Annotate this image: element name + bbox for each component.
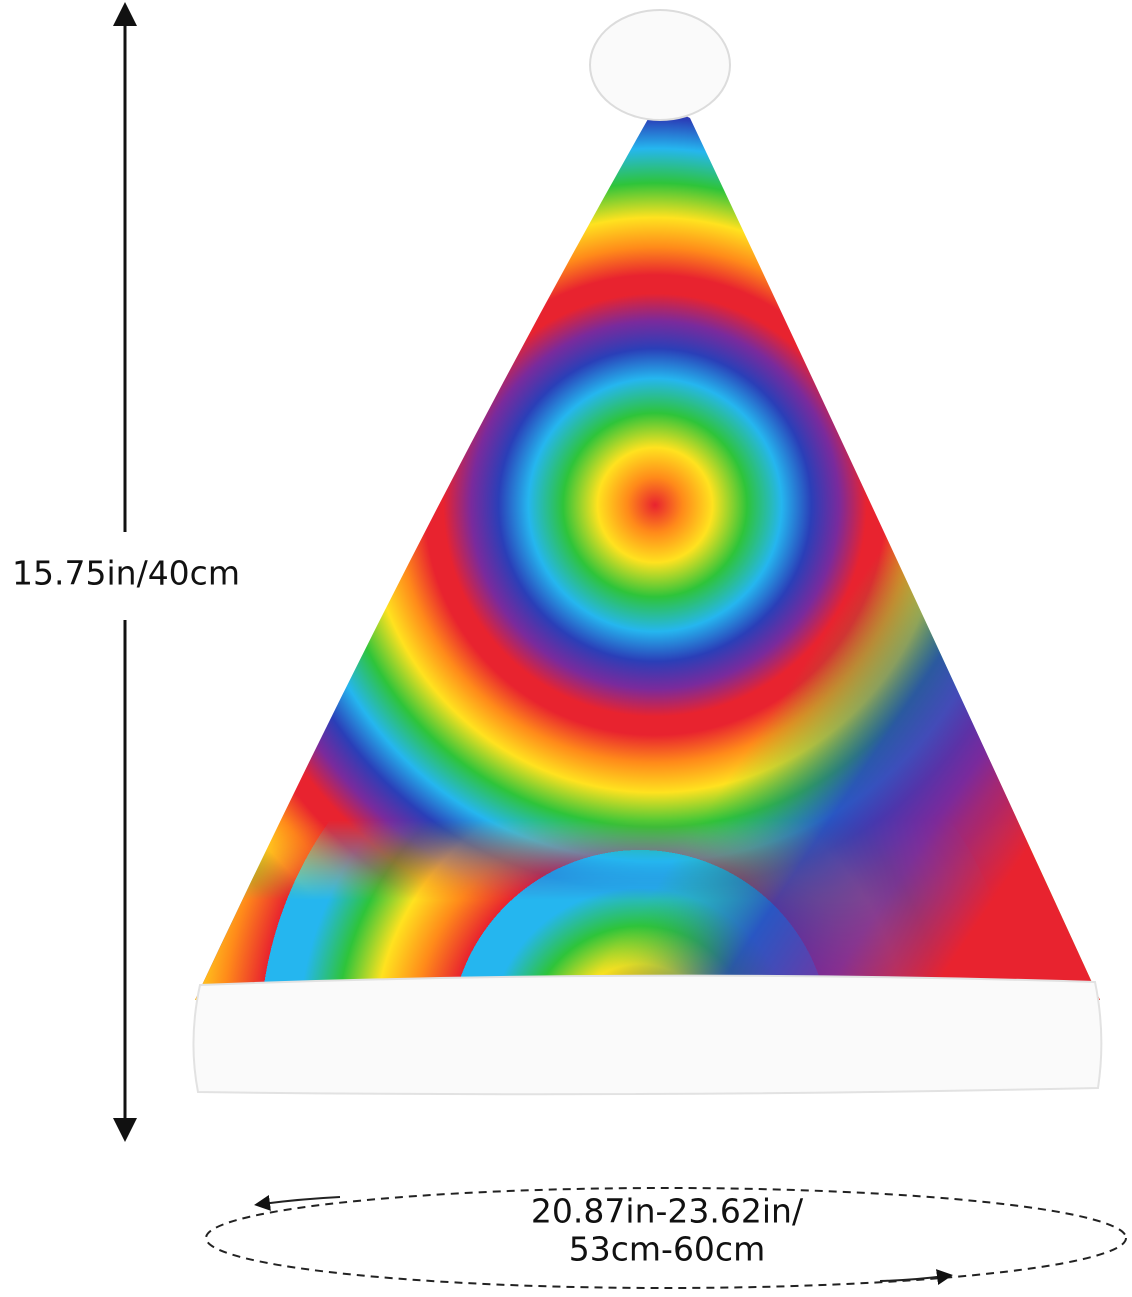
circumference-label-line-1: 20.87in-23.62in/ [531,1192,804,1231]
circumference-label-line-2: 53cm-60cm [569,1230,765,1269]
height-label: 15.75in/40cm [12,554,240,593]
pom-pom [589,9,731,121]
tie-dye-right [195,110,1100,1001]
hat-brim [192,974,1103,1096]
hat-body [195,110,1100,1001]
circumference-arrow-left [254,1195,341,1211]
circumference-arrow-right [879,1269,953,1285]
circumference-ellipse [205,1187,1127,1289]
